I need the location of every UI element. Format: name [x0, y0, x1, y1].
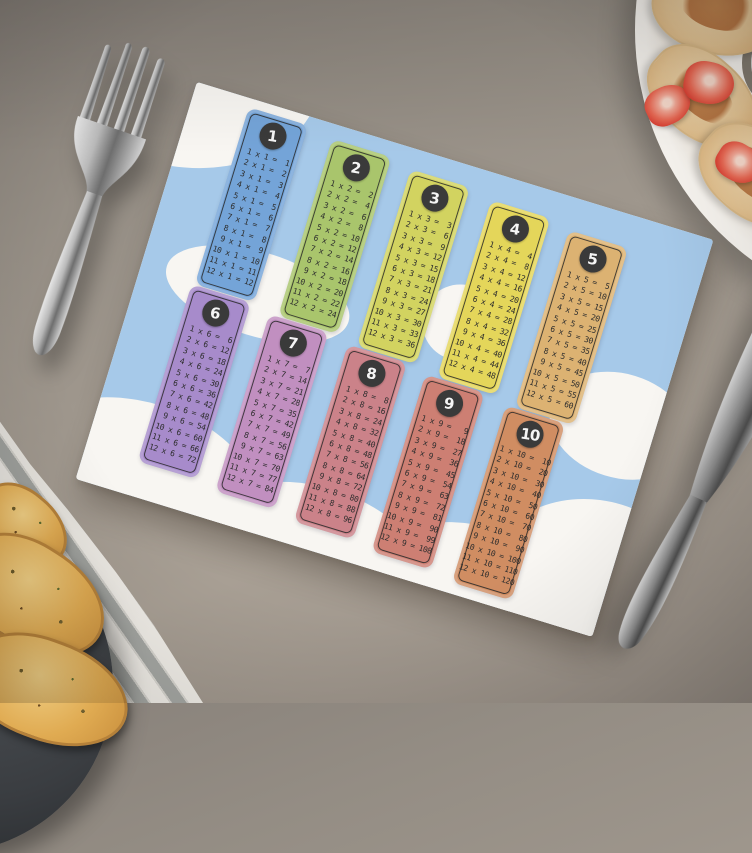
- table-number-badge: 10: [512, 417, 547, 451]
- table-number: 4: [508, 219, 522, 239]
- table-number: 9: [443, 393, 456, 413]
- fork: [0, 20, 218, 400]
- table-number-badge: 6: [198, 296, 233, 330]
- knife-icon: [618, 286, 752, 649]
- table-number-badge: 2: [339, 150, 373, 185]
- table-number: 3: [428, 188, 441, 208]
- table-number: 8: [365, 363, 378, 383]
- table-number: 1: [266, 126, 279, 146]
- jam-spread: [671, 0, 752, 40]
- knife: [580, 275, 752, 676]
- fork-icon: [32, 43, 165, 356]
- table-number-badge: 5: [575, 242, 610, 276]
- photo-scene: { "placemat": { "background_color": "#a6…: [0, 0, 752, 703]
- table-number: 5: [586, 249, 599, 269]
- table-number-badge: 4: [498, 212, 532, 246]
- table-number: 2: [349, 158, 362, 178]
- table-number-badge: 9: [432, 386, 466, 421]
- table-number-badge: 3: [417, 181, 452, 215]
- table-number-badge: 7: [276, 326, 310, 360]
- table-number: 7: [286, 333, 299, 353]
- table-number-badge: 8: [354, 356, 389, 391]
- table-number-badge: 1: [255, 119, 290, 153]
- table-number: 10: [518, 423, 541, 445]
- table-number: 6: [209, 303, 222, 323]
